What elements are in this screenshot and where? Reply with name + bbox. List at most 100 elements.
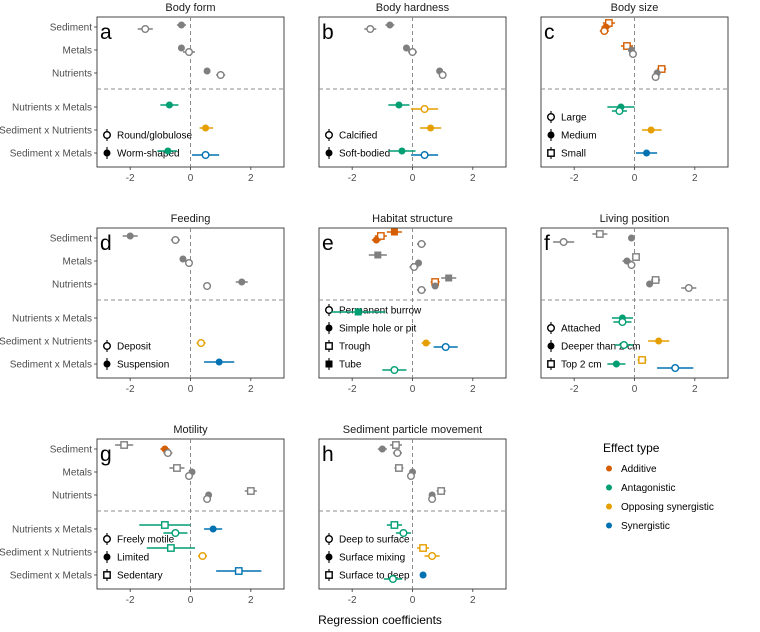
y-tick-label: Sediment <box>50 23 92 34</box>
legend-label-a: Worm-shaped <box>117 149 180 160</box>
y-tick-label: Nutrients x Metals <box>12 103 92 114</box>
y-tick-label: Metals <box>63 468 92 479</box>
y-tick-label: Sediment <box>50 445 92 456</box>
estimate-point <box>632 253 640 261</box>
panel-letter-e: e <box>322 232 334 255</box>
estimate-point <box>177 21 185 29</box>
legend-label-h: Surface to deep <box>339 571 410 582</box>
panel-title-h: Sediment particle movement <box>343 424 482 436</box>
effect-legend-label: Synergistic <box>621 521 670 532</box>
x-tick-label: 0 <box>410 384 416 395</box>
estimate-point <box>390 366 399 375</box>
estimate-point <box>651 72 660 81</box>
x-tick-label: 0 <box>632 173 638 184</box>
y-tick-label: Nutrients <box>52 491 92 502</box>
panel-title-d: Feeding <box>171 213 211 225</box>
legend-key-marker <box>325 553 333 561</box>
estimate-point <box>201 150 210 159</box>
estimate-point <box>378 445 386 453</box>
legend-key-marker <box>547 324 556 333</box>
legend-key-marker <box>102 342 111 351</box>
legend-label-g: Limited <box>117 553 149 564</box>
x-tick-label: 0 <box>188 595 194 606</box>
estimate-point <box>431 282 439 290</box>
estimate-point <box>177 44 185 52</box>
panel-title-g: Motility <box>173 424 208 436</box>
estimate-point <box>354 308 362 316</box>
estimate-point <box>166 544 175 552</box>
legend-key-marker <box>325 130 334 139</box>
estimate-point <box>392 441 400 449</box>
estimate-point <box>559 237 568 246</box>
estimate-point <box>120 441 129 449</box>
estimate-point <box>615 106 624 115</box>
estimate-point <box>419 544 427 552</box>
estimate-point <box>612 360 620 368</box>
estimate-point <box>643 149 651 157</box>
estimate-point <box>410 263 419 272</box>
legend-key-marker <box>103 571 111 579</box>
estimate-point <box>390 521 399 529</box>
estimate-point <box>646 280 654 288</box>
x-tick-label: 2 <box>470 595 476 606</box>
legend-label-e: Permanent burrow <box>339 306 422 317</box>
estimate-point <box>238 278 246 286</box>
legend-key-marker <box>547 149 555 157</box>
effect-legend-dot <box>606 503 612 510</box>
x-tick-label: 2 <box>248 384 254 395</box>
estimate-point <box>428 552 437 561</box>
estimate-point <box>618 318 627 327</box>
x-tick-label: -2 <box>570 384 579 395</box>
estimate-point <box>671 364 680 373</box>
estimate-point <box>651 276 660 284</box>
estimate-point <box>408 48 417 57</box>
y-tick-label: Sediment x Nutrients <box>0 337 92 348</box>
legend-label-b: Soft-bodied <box>339 149 390 160</box>
x-tick-label: 0 <box>410 173 416 184</box>
estimate-point <box>163 449 172 458</box>
effect-legend-dot <box>606 465 612 472</box>
legend-label-c: Large <box>561 113 587 124</box>
x-tick-label: -2 <box>126 173 135 184</box>
panel-letter-d: d <box>100 232 112 255</box>
legend-label-e: Simple hole or pit <box>339 324 416 335</box>
legend-key-marker <box>102 535 111 544</box>
legend-label-d: Suspension <box>117 360 169 371</box>
x-tick-label: 2 <box>692 384 698 395</box>
panel-letter-g: g <box>100 443 112 466</box>
legend-key-marker <box>547 360 555 368</box>
estimate-point <box>437 487 446 495</box>
estimate-point <box>372 236 380 244</box>
x-tick-label: 2 <box>248 595 254 606</box>
legend-label-f: Attached <box>561 324 600 335</box>
legend-label-g: Sedentary <box>117 571 163 582</box>
estimate-point <box>234 567 243 575</box>
estimate-point <box>165 101 173 109</box>
estimate-point <box>215 358 223 366</box>
legend-label-h: Deep to surface <box>339 535 410 546</box>
effect-legend-label: Additive <box>621 464 657 475</box>
estimate-point <box>600 27 609 36</box>
x-tick-label: -2 <box>348 595 357 606</box>
estimate-point <box>417 286 426 295</box>
estimate-point <box>395 464 403 472</box>
estimate-point <box>402 44 410 52</box>
legend-key-marker <box>547 112 556 121</box>
x-tick-label: 2 <box>248 173 254 184</box>
legend-label-d: Deposit <box>117 342 151 353</box>
y-tick-label: Nutrients <box>52 280 92 291</box>
estimate-point <box>164 147 172 155</box>
panel-title-a: Body form <box>165 2 215 14</box>
legend-label-f: Deeper than 2 cm <box>561 342 641 353</box>
estimate-point <box>374 251 382 259</box>
estimate-point <box>203 282 212 291</box>
estimate-point <box>393 449 402 458</box>
effect-legend-title: Effect type <box>603 441 660 455</box>
x-tick-label: -2 <box>570 173 579 184</box>
estimate-point <box>445 274 453 282</box>
legend-key-marker <box>547 342 555 350</box>
estimate-point <box>417 239 426 248</box>
panel-title-f: Living position <box>600 213 670 225</box>
estimate-point <box>390 228 398 236</box>
estimate-point <box>419 571 427 579</box>
